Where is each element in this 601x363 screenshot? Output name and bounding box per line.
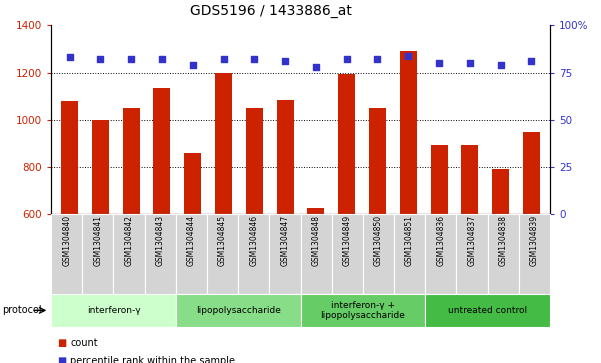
Point: [65, 54, 75, 60]
Bar: [153, 88, 171, 214]
Bar: [61, 101, 78, 214]
Point: [280, 58, 290, 64]
Point: [249, 57, 259, 62]
Point: [526, 58, 536, 64]
Text: GSM1304841: GSM1304841: [93, 215, 102, 266]
Text: GSM1304843: GSM1304843: [156, 215, 165, 266]
Text: interferon-γ: interferon-γ: [87, 306, 140, 315]
Text: GSM1304845: GSM1304845: [218, 215, 227, 266]
Text: ■: ■: [57, 356, 66, 363]
Point: [435, 60, 444, 66]
Bar: [492, 169, 509, 214]
Point: [465, 60, 475, 66]
Point: [126, 57, 136, 62]
Text: protocol: protocol: [2, 305, 41, 315]
Point: [373, 57, 382, 62]
Text: ■: ■: [57, 338, 66, 348]
Bar: [400, 51, 416, 214]
Point: [403, 53, 413, 58]
Bar: [523, 131, 540, 214]
Point: [96, 57, 105, 62]
Bar: [92, 120, 109, 214]
Bar: [276, 100, 293, 214]
Bar: [430, 144, 448, 214]
Text: GSM1304846: GSM1304846: [249, 215, 258, 266]
Text: GSM1304837: GSM1304837: [468, 215, 477, 266]
Text: GSM1304847: GSM1304847: [281, 215, 290, 266]
Text: interferon-γ +
lipopolysaccharide: interferon-γ + lipopolysaccharide: [320, 301, 405, 320]
Bar: [246, 108, 263, 214]
Text: GSM1304850: GSM1304850: [374, 215, 383, 266]
Text: count: count: [70, 338, 98, 348]
Text: GSM1304842: GSM1304842: [124, 215, 133, 266]
Point: [219, 57, 228, 62]
Point: [311, 64, 321, 70]
Text: percentile rank within the sample: percentile rank within the sample: [70, 356, 236, 363]
Text: GSM1304836: GSM1304836: [436, 215, 445, 266]
Point: [342, 57, 352, 62]
Bar: [462, 144, 478, 214]
Text: untreated control: untreated control: [448, 306, 527, 315]
Text: lipopolysaccharide: lipopolysaccharide: [196, 306, 281, 315]
Text: GSM1304839: GSM1304839: [530, 215, 539, 266]
Point: [496, 62, 505, 68]
Bar: [338, 74, 355, 214]
Text: GSM1304840: GSM1304840: [62, 215, 71, 266]
Text: GDS5196 / 1433886_at: GDS5196 / 1433886_at: [189, 4, 352, 18]
Text: GSM1304848: GSM1304848: [311, 215, 320, 266]
Text: GSM1304851: GSM1304851: [405, 215, 414, 266]
Bar: [185, 153, 201, 214]
Bar: [308, 208, 325, 214]
Text: GSM1304838: GSM1304838: [499, 215, 508, 266]
Text: GSM1304844: GSM1304844: [187, 215, 196, 266]
Bar: [215, 73, 232, 214]
Point: [188, 62, 198, 68]
Text: GSM1304849: GSM1304849: [343, 215, 352, 266]
Bar: [123, 108, 139, 214]
Point: [157, 57, 166, 62]
Bar: [369, 108, 386, 214]
